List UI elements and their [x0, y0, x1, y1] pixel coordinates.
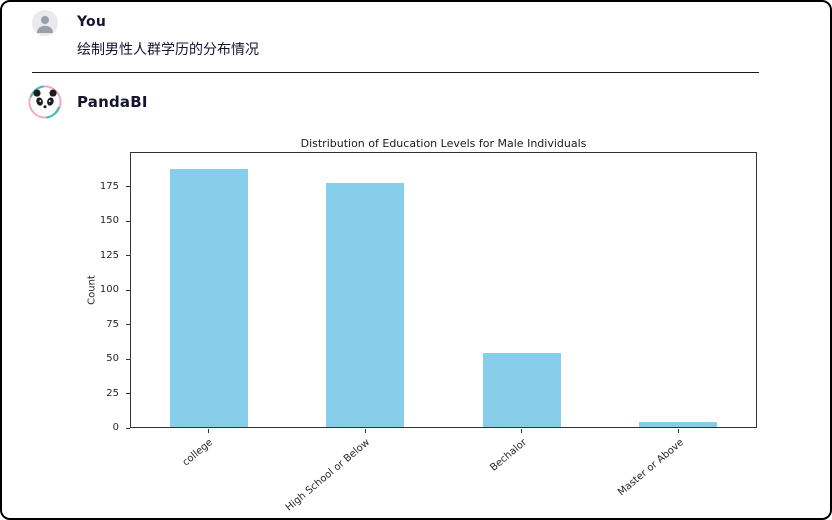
- bar: [326, 183, 405, 427]
- y-axis-label: Count: [86, 275, 98, 305]
- user-avatar: [32, 10, 58, 36]
- bar: [638, 421, 717, 427]
- y-tick-label: 100: [99, 284, 119, 295]
- y-tick-label: 175: [99, 180, 119, 192]
- chart-title: Distribution of Education Levels for Mal…: [300, 137, 587, 150]
- panda-icon: [28, 85, 62, 119]
- y-tick-mark: [126, 289, 130, 291]
- x-tick-mark: [364, 429, 366, 433]
- y-tick-label: 75: [106, 318, 119, 330]
- assistant-avatar: [28, 85, 62, 119]
- plot-area: [130, 152, 757, 428]
- x-tick-label: Bechalor: [488, 437, 529, 474]
- assistant-name: PandaBI: [77, 93, 148, 111]
- bar: [482, 353, 561, 427]
- x-axis: college High School or Below Bechalor Maste…: [130, 429, 757, 517]
- y-tick-mark: [126, 393, 130, 394]
- person-icon: [32, 10, 58, 36]
- y-tick-mark: [126, 324, 130, 325]
- x-tick-mark: [521, 429, 523, 433]
- y-tick-label: 125: [99, 249, 119, 261]
- y-tick-label: 25: [106, 387, 119, 399]
- y-tick-mark: [126, 220, 130, 222]
- y-tick-label: 150: [99, 215, 119, 226]
- x-tick-label: Master or Above: [615, 437, 686, 499]
- message-divider: [32, 72, 759, 73]
- x-tick-label: college: [180, 437, 216, 469]
- x-tick-label: High School or Below: [283, 437, 373, 514]
- y-tick-mark: [126, 186, 130, 187]
- user-name: You: [77, 14, 107, 30]
- y-tick-mark: [126, 255, 130, 256]
- x-tick-mark: [207, 429, 209, 433]
- y-tick-label: 0: [112, 422, 119, 433]
- y-tick-mark: [126, 358, 130, 360]
- bar-chart: Distribution of Education Levels for Mal…: [2, 135, 830, 517]
- x-tick-mark: [678, 429, 680, 433]
- y-tick-mark: [126, 427, 130, 429]
- bar: [170, 169, 249, 427]
- y-tick-label: 50: [106, 353, 119, 364]
- user-message-text: 绘制男性人群学历的分布情况: [77, 42, 259, 58]
- y-axis: Count 0 25 50 75 100 125 150 175: [2, 152, 130, 433]
